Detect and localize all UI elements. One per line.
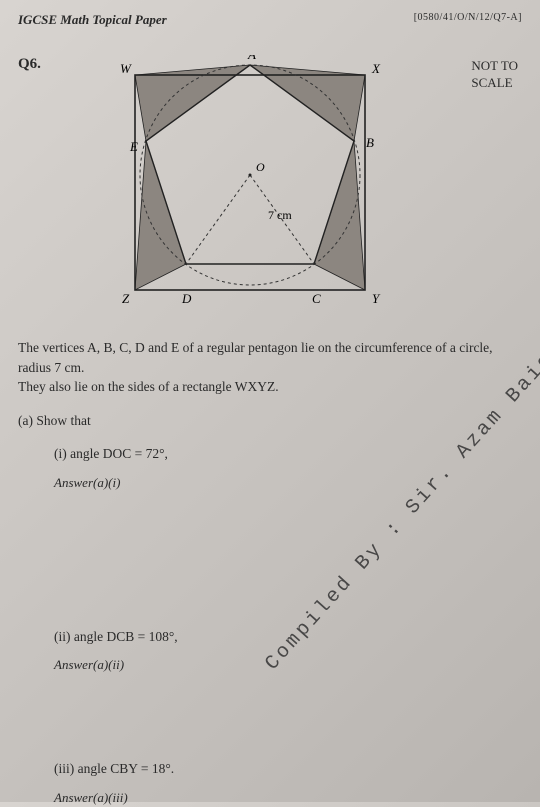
page-header: IGCSE Math Topical Paper [0580/41/O/N/12… [18, 12, 522, 28]
svg-text:A: A [247, 55, 256, 62]
subpart-i: (i) angle DOC = 72°, [54, 444, 522, 464]
svg-text:Z: Z [122, 291, 130, 306]
answer-a-iii: Answer(a)(iii) [54, 789, 522, 807]
not-to-scale-label: NOT TOSCALE [471, 58, 518, 92]
intro-line-3: They also lie on the sides of a rectangl… [18, 377, 522, 397]
subpart-ii: (ii) angle DCB = 108°, [54, 627, 522, 647]
svg-text:D: D [181, 291, 192, 306]
svg-text:Y: Y [372, 291, 381, 306]
book-title: IGCSE Math Topical Paper [18, 12, 167, 28]
question-block: Q6. NOT TOSCALE O7 cmWAXEBZDCY [18, 56, 522, 320]
part-a: (a) Show that [18, 411, 522, 431]
svg-text:C: C [312, 291, 321, 306]
svg-text:7 cm: 7 cm [268, 208, 292, 222]
geometry-diagram: O 7 cm W A X E B Z D C Y [110, 55, 522, 320]
svg-text:X: X [371, 61, 381, 76]
intro-line-2: radius 7 cm. [18, 358, 522, 378]
intro-line-1: The vertices A, B, C, D and E of a regul… [18, 338, 522, 358]
svg-text:W: W [120, 61, 132, 76]
answer-a-ii: Answer(a)(ii) [54, 656, 522, 675]
svg-text:E: E [129, 139, 138, 154]
paper-code: [0580/41/O/N/12/Q7-A] [414, 12, 522, 28]
svg-text:O: O [256, 160, 265, 174]
question-text: The vertices A, B, C, D and E of a regul… [18, 338, 522, 807]
subpart-iii: (iii) angle CBY = 18°. [54, 759, 522, 779]
svg-text:B: B [366, 135, 374, 150]
answer-a-i: Answer(a)(i) [54, 474, 522, 493]
